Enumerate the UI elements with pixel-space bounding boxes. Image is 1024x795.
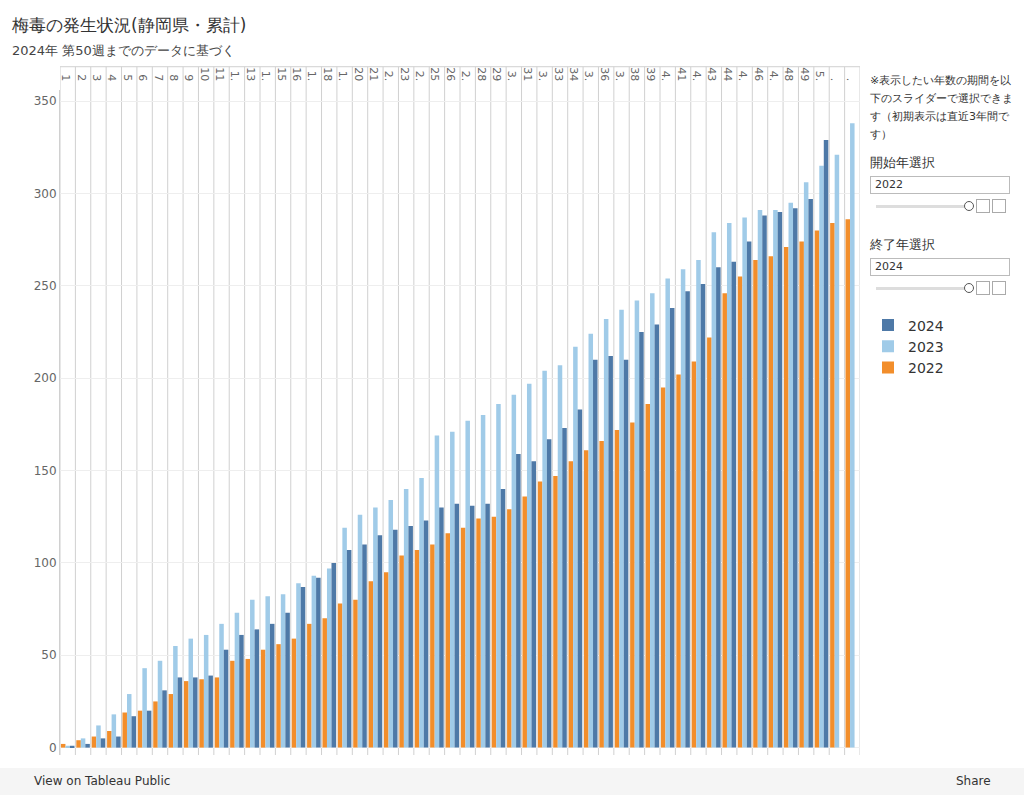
svg-text:0: 0: [49, 741, 57, 755]
svg-text:2.: 2.: [413, 71, 426, 82]
svg-text:100: 100: [34, 556, 57, 570]
svg-text:39: 39: [644, 67, 657, 81]
svg-text:4.: 4.: [736, 71, 749, 82]
svg-text:5.: 5.: [813, 71, 826, 82]
html-text:梅毒の発生状況(静岡県・累計): 梅毒の発生状況(静岡県・累計): [12, 15, 247, 35]
svg-text:43: 43: [705, 67, 718, 81]
svg-text:1: 1: [59, 74, 72, 81]
svg-text:.: .: [828, 78, 841, 82]
svg-text:36: 36: [598, 67, 611, 81]
svg-text:4.: 4.: [767, 71, 780, 82]
html-text:開始年選択: 開始年選択: [870, 155, 935, 170]
html-text:2024年 第50週までのデータに基づく: 2024年 第50週までのデータに基づく: [12, 43, 235, 58]
svg-text:.: .: [844, 78, 857, 82]
svg-text:46: 46: [752, 67, 765, 81]
svg-text:1.: 1.: [336, 71, 349, 82]
svg-text:250: 250: [34, 279, 57, 293]
svg-text:2024: 2024: [908, 318, 944, 334]
svg-text:2.: 2.: [459, 71, 472, 82]
svg-text:38: 38: [628, 67, 641, 81]
svg-text:2023: 2023: [908, 339, 944, 355]
html-text:2024: 2024: [875, 260, 903, 273]
svg-text:44: 44: [721, 67, 734, 81]
svg-text:2.: 2.: [382, 71, 395, 82]
svg-text:16: 16: [290, 67, 303, 81]
svg-text:26: 26: [444, 67, 457, 81]
svg-text:41: 41: [675, 67, 688, 81]
svg-text:1.: 1.: [228, 71, 241, 82]
svg-text:2022: 2022: [908, 360, 944, 376]
svg-text:3.: 3.: [505, 71, 518, 82]
svg-text:33: 33: [552, 67, 565, 81]
html-text:※表示したい年数の期間を以下のスライダーで選択できます（初期: ※表示したい年数の期間を以下のスライダーで選択できます（初期表示は直近3年間です…: [870, 74, 1013, 141]
html-text:Share: Share: [956, 774, 991, 788]
svg-text:10: 10: [198, 67, 211, 81]
svg-text:3: 3: [90, 74, 103, 81]
svg-text:5: 5: [121, 74, 134, 81]
svg-text:48: 48: [782, 67, 795, 81]
svg-text:28: 28: [475, 67, 488, 81]
svg-text:7: 7: [152, 74, 165, 81]
svg-text:2: 2: [75, 74, 88, 81]
svg-text:3.: 3.: [613, 71, 626, 82]
html-text:View on Tableau Public: View on Tableau Public: [34, 774, 171, 788]
svg-text:1.: 1.: [259, 71, 272, 82]
svg-text:11: 11: [213, 67, 226, 81]
svg-text:3.: 3.: [582, 71, 595, 82]
svg-text:15: 15: [275, 67, 288, 81]
svg-text:1.: 1.: [305, 71, 318, 82]
svg-text:13: 13: [244, 67, 257, 81]
svg-text:4.: 4.: [690, 71, 703, 82]
svg-text:4.: 4.: [659, 71, 672, 82]
svg-text:4: 4: [105, 74, 118, 81]
svg-text:25: 25: [428, 67, 441, 81]
svg-text:3.: 3.: [536, 71, 549, 82]
svg-text:23: 23: [398, 67, 411, 81]
svg-text:9: 9: [182, 74, 195, 81]
svg-text:150: 150: [34, 464, 57, 478]
svg-text:350: 350: [34, 94, 57, 108]
svg-text:31: 31: [521, 67, 534, 81]
svg-text:49: 49: [798, 67, 811, 81]
html-text:2022: 2022: [875, 178, 903, 191]
svg-text:6: 6: [136, 74, 149, 81]
svg-text:34: 34: [567, 67, 580, 81]
svg-text:8: 8: [167, 74, 180, 81]
svg-text:18: 18: [321, 67, 334, 81]
svg-text:300: 300: [34, 187, 57, 201]
svg-text:20: 20: [352, 67, 365, 81]
svg-text:21: 21: [367, 67, 380, 81]
svg-text:200: 200: [34, 371, 57, 385]
html-text:終了年選択: 終了年選択: [870, 237, 935, 252]
svg-text:50: 50: [41, 648, 56, 662]
svg-text:29: 29: [490, 67, 503, 81]
